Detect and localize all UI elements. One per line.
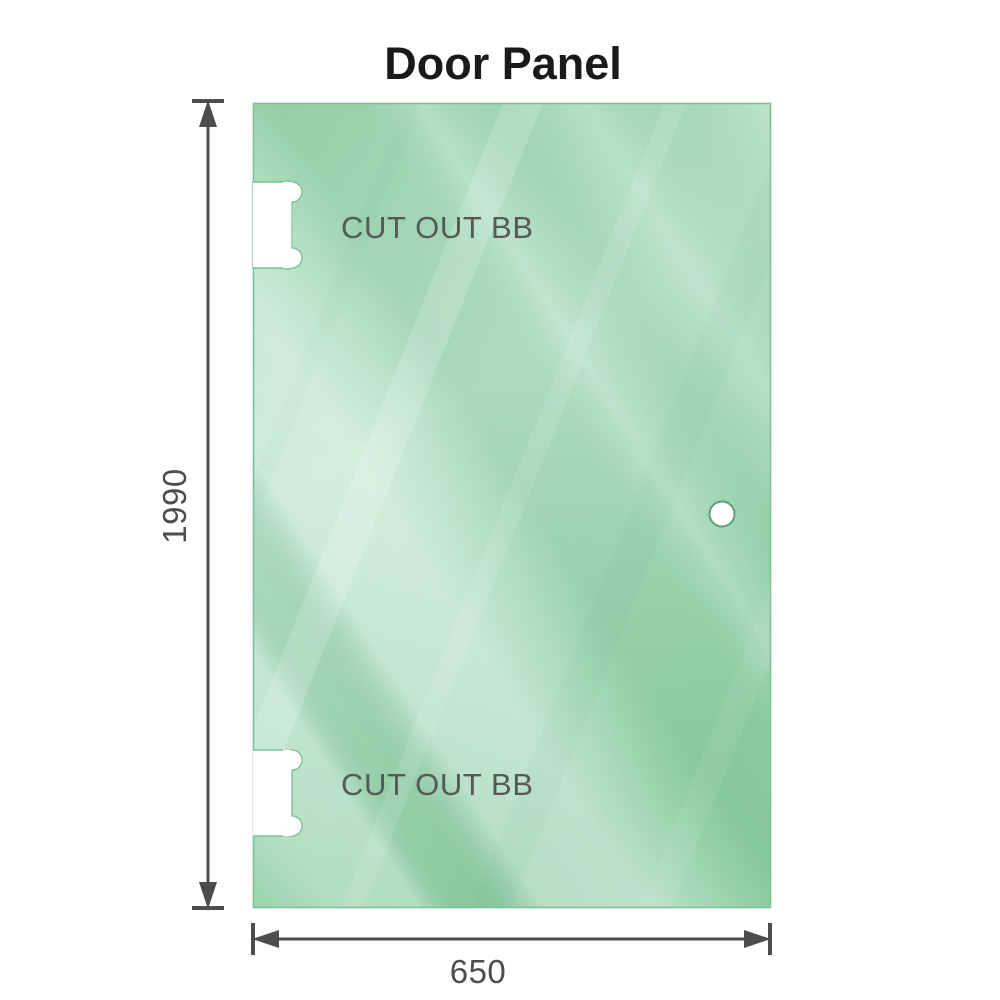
- page-title: Door Panel: [384, 38, 622, 89]
- cut-out-bb-top-label: CUT OUT BB: [341, 210, 534, 245]
- width-dimension-label: 650: [450, 953, 507, 990]
- handle-hole-shape: [708, 500, 736, 528]
- glass-panel-group: [252, 102, 772, 909]
- cut-out-bb-bottom-label: CUT OUT BB: [341, 767, 534, 802]
- cut-out-bb-top-shape: [252, 180, 303, 270]
- height-dim-arrow-top: [199, 100, 217, 127]
- glass-panel-outline: [252, 102, 772, 909]
- width-dimension: 650: [251, 923, 772, 990]
- width-dim-arrow-right: [744, 930, 771, 948]
- height-dimension: 1990: [156, 99, 224, 910]
- height-dim-arrow-bottom: [199, 882, 217, 909]
- width-dim-arrow-left: [252, 930, 279, 948]
- glass-panel-bands: [253, 103, 771, 908]
- height-dimension-label: 1990: [156, 468, 193, 543]
- cut-out-bb-bottom-shape: [253, 749, 303, 837]
- glass-streaks: [253, 103, 771, 908]
